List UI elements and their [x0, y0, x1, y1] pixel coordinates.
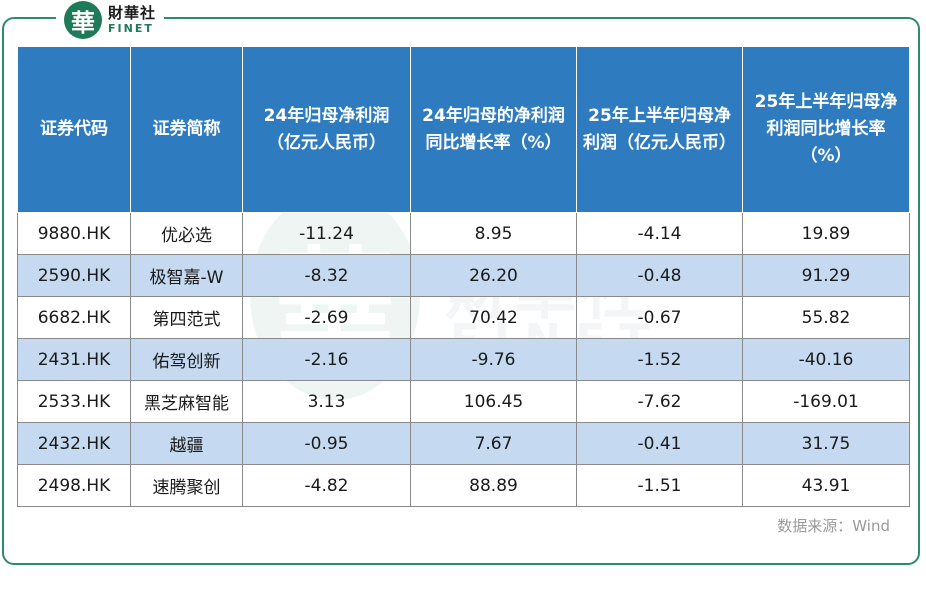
cell-2024-profit: 3.13	[242, 380, 411, 423]
cell-code: 2431.HK	[17, 338, 131, 381]
cell-2025h1-growth: 19.89	[742, 212, 910, 255]
brand-name-en: FINET	[108, 22, 154, 35]
cell-code: 6682.HK	[17, 296, 131, 339]
brand-logo: 華 財華社 FINET	[56, 0, 165, 40]
cell-2025h1-profit: -0.41	[576, 422, 743, 465]
cell-code: 9880.HK	[17, 212, 131, 255]
table-row: 2590.HK 极智嘉-W -8.32 26.20 -0.48 91.29	[17, 254, 910, 297]
cell-2024-profit: -11.24	[242, 212, 411, 255]
header-2024-net-profit: 24年归母净利润（亿元人民币）	[242, 46, 411, 213]
cell-2024-profit: -2.16	[242, 338, 411, 381]
cell-2025h1-growth: 31.75	[742, 422, 910, 465]
cell-2024-growth: 70.42	[410, 296, 577, 339]
cell-2024-profit: -8.32	[242, 254, 411, 297]
cell-name: 佑驾创新	[130, 338, 243, 381]
cell-code: 2432.HK	[17, 422, 131, 465]
header-2024-growth-rate: 24年归母的净利润同比增长率（%）	[410, 46, 577, 213]
cell-2024-growth: 8.95	[410, 212, 577, 255]
cell-name: 黑芝麻智能	[130, 380, 243, 423]
brand-name-cn: 財華社	[108, 4, 157, 22]
header-2025h1-growth-rate: 25年上半年归母净利润同比增长率（%）	[742, 46, 910, 213]
cell-2025h1-growth: -40.16	[742, 338, 910, 381]
cell-2025h1-growth: 55.82	[742, 296, 910, 339]
financial-table: 证券代码 证券简称 24年归母净利润（亿元人民币） 24年归母的净利润同比增长率…	[17, 46, 910, 507]
table-row: 2498.HK 速腾聚创 -4.82 88.89 -1.51 43.91	[17, 464, 910, 507]
data-source-note: 数据来源：Wind	[777, 517, 890, 535]
brand-text: 財華社 FINET	[108, 4, 157, 35]
cell-name: 第四范式	[130, 296, 243, 339]
card-frame	[2, 17, 920, 565]
cell-name: 优必选	[130, 212, 243, 255]
cell-name: 越疆	[130, 422, 243, 465]
cell-name: 极智嘉-W	[130, 254, 243, 297]
cell-2025h1-profit: -1.52	[576, 338, 743, 381]
cell-2025h1-growth: 91.29	[742, 254, 910, 297]
cell-2025h1-growth: -169.01	[742, 380, 910, 423]
cell-2025h1-profit: -0.48	[576, 254, 743, 297]
table-row: 2432.HK 越疆 -0.95 7.67 -0.41 31.75	[17, 422, 910, 465]
header-security-name: 证券简称	[130, 46, 243, 213]
cell-2024-growth: -9.76	[410, 338, 577, 381]
table-row: 9880.HK 优必选 -11.24 8.95 -4.14 19.89	[17, 212, 910, 255]
cell-2024-growth: 26.20	[410, 254, 577, 297]
cell-2024-profit: -2.69	[242, 296, 411, 339]
cell-2024-growth: 88.89	[410, 464, 577, 507]
cell-2024-profit: -0.95	[242, 422, 411, 465]
cell-2025h1-profit: -4.14	[576, 212, 743, 255]
cell-2025h1-profit: -1.51	[576, 464, 743, 507]
cell-2024-profit: -4.82	[242, 464, 411, 507]
cell-code: 2533.HK	[17, 380, 131, 423]
table-row: 6682.HK 第四范式 -2.69 70.42 -0.67 55.82	[17, 296, 910, 339]
cell-2024-growth: 106.45	[410, 380, 577, 423]
header-security-code: 证券代码	[17, 46, 131, 213]
cell-name: 速腾聚创	[130, 464, 243, 507]
cell-2025h1-profit: -7.62	[576, 380, 743, 423]
table-header-row: 证券代码 证券简称 24年归母净利润（亿元人民币） 24年归母的净利润同比增长率…	[17, 46, 910, 213]
cell-code: 2498.HK	[17, 464, 131, 507]
cell-2025h1-growth: 43.91	[742, 464, 910, 507]
header-2025h1-net-profit: 25年上半年归母净利润（亿元人民币）	[576, 46, 743, 213]
brand-mark-icon: 華	[64, 1, 102, 39]
cell-2024-growth: 7.67	[410, 422, 577, 465]
table-row: 2533.HK 黑芝麻智能 3.13 106.45 -7.62 -169.01	[17, 380, 910, 423]
cell-code: 2590.HK	[17, 254, 131, 297]
table-row: 2431.HK 佑驾创新 -2.16 -9.76 -1.52 -40.16	[17, 338, 910, 381]
cell-2025h1-profit: -0.67	[576, 296, 743, 339]
